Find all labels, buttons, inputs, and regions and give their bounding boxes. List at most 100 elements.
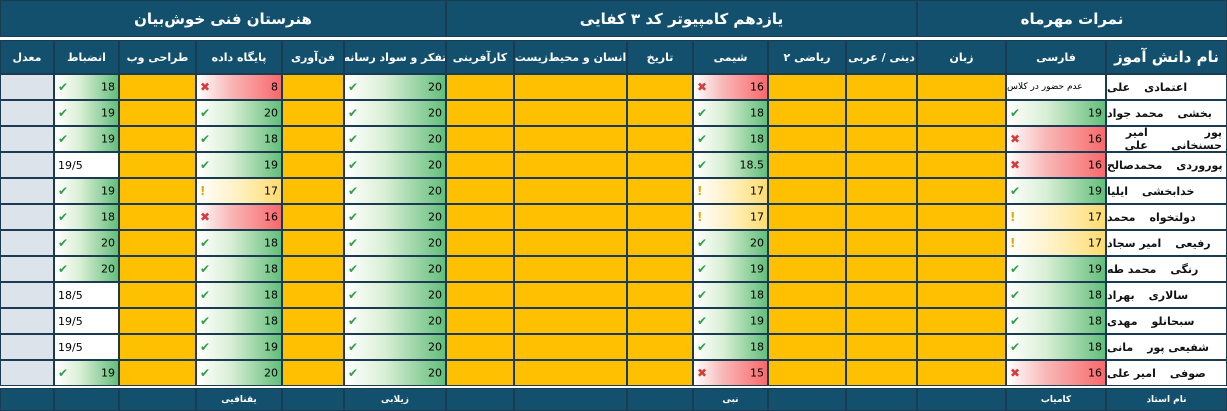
- cell-tarahi[interactable]: [119, 74, 196, 100]
- col-header-riazi[interactable]: ریاضی ۲: [768, 40, 846, 74]
- cell-zaban[interactable]: [917, 126, 1006, 152]
- cell-shimi[interactable]: ! 17: [693, 204, 768, 230]
- cell-shimi[interactable]: ✔ 18: [693, 126, 768, 152]
- cell-farsi[interactable]: ✔ 18: [1006, 334, 1106, 360]
- cell-ensan[interactable]: [514, 256, 627, 282]
- cell-moadel[interactable]: [0, 308, 54, 334]
- cell-tarahi[interactable]: [119, 152, 196, 178]
- cell-dini[interactable]: [846, 308, 917, 334]
- cell-dini[interactable]: [846, 282, 917, 308]
- cell-tarikh[interactable]: [627, 100, 693, 126]
- col-header-fanavari[interactable]: فن‌آوری: [282, 40, 344, 74]
- cell-zaban[interactable]: [917, 178, 1006, 204]
- cell-tarikh[interactable]: [627, 126, 693, 152]
- cell-karafarini[interactable]: [446, 126, 514, 152]
- cell-tafakor[interactable]: ✔ 20: [344, 100, 446, 126]
- cell-riazi[interactable]: [768, 126, 846, 152]
- student-name-cell[interactable]: صوفی امیر علی: [1106, 360, 1227, 386]
- cell-tafakor[interactable]: ✔ 20: [344, 126, 446, 152]
- student-name-cell[interactable]: اعتمادی علی: [1106, 74, 1227, 100]
- cell-karafarini[interactable]: [446, 152, 514, 178]
- cell-shimi[interactable]: ✔ 18: [693, 282, 768, 308]
- cell-zaban[interactable]: [917, 282, 1006, 308]
- cell-shimi[interactable]: ! 17: [693, 178, 768, 204]
- cell-fanavari[interactable]: [282, 100, 344, 126]
- cell-paygah[interactable]: ✖ 16: [196, 204, 282, 230]
- cell-tarikh[interactable]: [627, 256, 693, 282]
- cell-farsi[interactable]: ✖ 16: [1006, 360, 1106, 386]
- cell-fanavari[interactable]: [282, 334, 344, 360]
- cell-zaban[interactable]: [917, 74, 1006, 100]
- cell-paygah[interactable]: ✔ 18: [196, 230, 282, 256]
- cell-tarahi[interactable]: [119, 282, 196, 308]
- cell-tarahi[interactable]: [119, 178, 196, 204]
- cell-karafarini[interactable]: [446, 334, 514, 360]
- cell-karafarini[interactable]: [446, 256, 514, 282]
- cell-tafakor[interactable]: ✔ 20: [344, 282, 446, 308]
- cell-tarahi[interactable]: [119, 256, 196, 282]
- cell-tarikh[interactable]: [627, 178, 693, 204]
- cell-moadel[interactable]: [0, 204, 54, 230]
- cell-tafakor[interactable]: ✔ 20: [344, 308, 446, 334]
- cell-dini[interactable]: [846, 74, 917, 100]
- cell-karafarini[interactable]: [446, 282, 514, 308]
- student-name-cell[interactable]: رفیعی امیر سجاد: [1106, 230, 1227, 256]
- cell-shimi[interactable]: ✔ 18.5: [693, 152, 768, 178]
- cell-zaban[interactable]: [917, 360, 1006, 386]
- cell-farsi[interactable]: ✖ 16: [1006, 126, 1106, 152]
- cell-dini[interactable]: [846, 256, 917, 282]
- cell-fanavari[interactable]: [282, 178, 344, 204]
- cell-riazi[interactable]: [768, 230, 846, 256]
- cell-dini[interactable]: [846, 100, 917, 126]
- cell-dini[interactable]: [846, 204, 917, 230]
- cell-fanavari[interactable]: [282, 360, 344, 386]
- cell-fanavari[interactable]: [282, 256, 344, 282]
- cell-moadel[interactable]: [0, 178, 54, 204]
- cell-shimi[interactable]: ✔ 20: [693, 230, 768, 256]
- cell-zaban[interactable]: [917, 334, 1006, 360]
- cell-tafakor[interactable]: ✔ 20: [344, 334, 446, 360]
- cell-farsi[interactable]: ✔ 19: [1006, 178, 1106, 204]
- cell-tarahi[interactable]: [119, 204, 196, 230]
- cell-tarikh[interactable]: [627, 334, 693, 360]
- cell-karafarini[interactable]: [446, 308, 514, 334]
- cell-karafarini[interactable]: [446, 204, 514, 230]
- cell-karafarini[interactable]: [446, 74, 514, 100]
- cell-enzebat[interactable]: ✔ 19: [54, 100, 119, 126]
- cell-moadel[interactable]: [0, 360, 54, 386]
- cell-tafakor[interactable]: ✔ 20: [344, 178, 446, 204]
- cell-tarahi[interactable]: [119, 308, 196, 334]
- cell-moadel[interactable]: [0, 334, 54, 360]
- cell-tarikh[interactable]: [627, 152, 693, 178]
- cell-ensan[interactable]: [514, 74, 627, 100]
- cell-tarikh[interactable]: [627, 282, 693, 308]
- cell-paygah[interactable]: ✔ 18: [196, 308, 282, 334]
- col-header-karafarini[interactable]: کارآفرینی: [446, 40, 514, 74]
- cell-fanavari[interactable]: [282, 152, 344, 178]
- student-name-cell[interactable]: رنگی محمد طه: [1106, 256, 1227, 282]
- cell-paygah[interactable]: ✔ 18: [196, 126, 282, 152]
- cell-enzebat[interactable]: ✔ 18: [54, 204, 119, 230]
- cell-zaban[interactable]: [917, 100, 1006, 126]
- cell-shimi[interactable]: ✖ 15: [693, 360, 768, 386]
- cell-tafakor[interactable]: ✔ 20: [344, 152, 446, 178]
- cell-dini[interactable]: [846, 126, 917, 152]
- cell-tarahi[interactable]: [119, 334, 196, 360]
- cell-farsi[interactable]: ! 17: [1006, 230, 1106, 256]
- cell-tafakor[interactable]: ✔ 20: [344, 256, 446, 282]
- cell-moadel[interactable]: [0, 230, 54, 256]
- cell-shimi[interactable]: ✔ 19: [693, 308, 768, 334]
- cell-zaban[interactable]: [917, 230, 1006, 256]
- student-name-cell[interactable]: پوروردی محمدصالح: [1106, 152, 1227, 178]
- cell-zaban[interactable]: [917, 152, 1006, 178]
- cell-riazi[interactable]: [768, 74, 846, 100]
- cell-ensan[interactable]: [514, 178, 627, 204]
- cell-enzebat[interactable]: ✔ 20: [54, 256, 119, 282]
- cell-fanavari[interactable]: [282, 74, 344, 100]
- cell-ensan[interactable]: [514, 230, 627, 256]
- cell-tarahi[interactable]: [119, 230, 196, 256]
- cell-karafarini[interactable]: [446, 230, 514, 256]
- cell-ensan[interactable]: [514, 360, 627, 386]
- student-name-cell[interactable]: خدابخشی ایلیا: [1106, 178, 1227, 204]
- cell-karafarini[interactable]: [446, 100, 514, 126]
